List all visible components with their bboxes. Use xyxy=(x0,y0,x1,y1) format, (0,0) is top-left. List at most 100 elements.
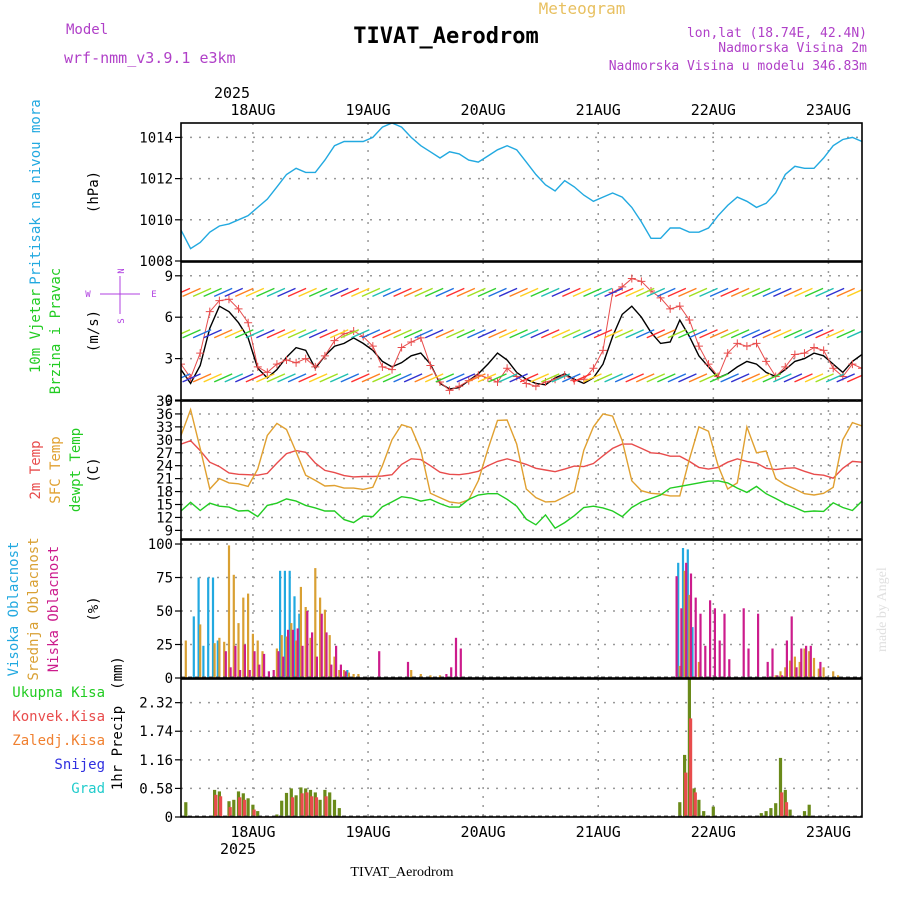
wind-arrow xyxy=(825,329,845,339)
wind-arrow xyxy=(266,373,286,383)
wind-arrow xyxy=(646,329,666,339)
gust-marker xyxy=(733,339,742,348)
wind-arrow xyxy=(583,373,602,383)
bar-srednja-oblacnost xyxy=(357,674,360,678)
bar-srednja-oblacnost xyxy=(822,667,825,678)
precip-legend-item: Ukupna Kisa xyxy=(12,685,105,701)
wind-arrow xyxy=(730,329,750,339)
bar-srednja-oblacnost xyxy=(309,637,312,678)
bar-niska-oblacnost xyxy=(291,629,294,678)
wind-arrow xyxy=(709,373,729,383)
series-line-2m-temp xyxy=(181,439,862,479)
bar-visoka-oblacnost xyxy=(288,570,291,678)
bar-konvek-kisa xyxy=(219,796,223,817)
wind-arrow xyxy=(540,373,560,383)
bar-ukupna-kisa xyxy=(184,802,188,817)
wind-arrow xyxy=(277,329,296,339)
bar-niska-oblacnost xyxy=(378,651,381,678)
wind-arrow xyxy=(319,287,338,297)
gust-marker xyxy=(618,282,627,291)
bar-srednja-oblacnost xyxy=(328,635,331,678)
panel-frame xyxy=(180,539,863,679)
y-axis-label: dewpt Temp xyxy=(68,428,84,512)
wind-arrow xyxy=(456,329,476,339)
bar-niska-oblacnost xyxy=(406,661,410,678)
wind-arrow xyxy=(319,329,338,339)
top-day-label: 19AUG xyxy=(345,101,390,119)
bar-visoka-oblacnost xyxy=(197,577,200,678)
wind-arrow xyxy=(182,329,201,339)
bar-visoka-oblacnost xyxy=(279,570,282,678)
wind-arrow xyxy=(192,287,212,297)
wind-arrow xyxy=(287,329,307,339)
wind-arrow xyxy=(635,329,655,339)
wind-arrow xyxy=(361,287,381,297)
wind-arrow xyxy=(203,287,222,297)
bar-konvek-kisa xyxy=(684,772,688,817)
bar-niska-oblacnost xyxy=(267,671,270,678)
gust-marker xyxy=(694,342,703,351)
wind-arrow xyxy=(593,287,613,297)
wind-arrow xyxy=(730,373,750,383)
bar-ukupna-kisa xyxy=(318,799,322,817)
y-tick-label: 1014 xyxy=(139,130,173,146)
bar-konvek-kisa xyxy=(300,793,304,817)
bar-niska-oblacnost xyxy=(234,645,237,678)
y-tick-label: 0 xyxy=(165,393,173,409)
wind-arrow xyxy=(308,373,328,383)
bar-konvek-kisa xyxy=(228,807,232,817)
lonlat-label: lon,lat (18.74E, 42.4N) xyxy=(687,26,867,41)
compass-icon: N S W E xyxy=(85,268,156,323)
gust-marker xyxy=(675,302,684,311)
bottom-day-label: 19AUG xyxy=(345,823,390,841)
bar-visoka-oblacnost xyxy=(298,613,301,678)
bar-niska-oblacnost xyxy=(239,670,242,678)
gust-marker xyxy=(819,346,828,355)
wind-arrow xyxy=(720,329,739,339)
bar-ukupna-kisa xyxy=(284,792,289,817)
wind-arrow xyxy=(773,373,792,383)
bar-konvek-kisa xyxy=(310,796,314,817)
wind-arrow xyxy=(340,373,360,383)
wind-arrow xyxy=(245,373,265,383)
wind-arrow xyxy=(667,373,687,383)
gust-marker xyxy=(589,364,598,373)
bar-niska-oblacnost xyxy=(713,608,716,678)
wind-arrow xyxy=(846,289,862,297)
wind-arrow xyxy=(815,373,834,383)
wind-arrow xyxy=(298,287,317,297)
wind-arrow xyxy=(730,287,750,297)
y-tick-label: 33 xyxy=(156,420,173,436)
wind-arrow xyxy=(382,373,402,383)
y-axis-label: SFC Temp xyxy=(48,436,64,503)
wind-arrow xyxy=(488,373,507,383)
bar-srednja-oblacnost xyxy=(343,670,346,678)
bar-srednja-oblacnost xyxy=(247,593,250,678)
wind-arrow xyxy=(667,287,687,297)
bar-srednja-oblacnost xyxy=(419,674,422,678)
wind-arrow xyxy=(393,373,412,383)
wind-arrow xyxy=(498,373,518,383)
bar-niska-oblacnost xyxy=(785,640,788,678)
y-tick-label: 9 xyxy=(165,269,173,285)
bar-srednja-oblacnost xyxy=(199,624,202,678)
wind-arrow xyxy=(846,330,862,339)
wind-arrow xyxy=(762,373,782,383)
wind-arrow xyxy=(308,329,328,339)
bar-srednja-oblacnost xyxy=(803,648,806,678)
bar-ukupna-kisa xyxy=(337,808,341,817)
wind-arrow xyxy=(372,373,391,383)
wind-arrow xyxy=(540,287,560,297)
wind-arrow xyxy=(414,329,433,339)
bar-visoka-oblacnost xyxy=(293,596,296,678)
bar-niska-oblacnost xyxy=(709,600,712,678)
y-tick-label: 2.32 xyxy=(139,696,173,712)
bar-niska-oblacnost xyxy=(229,667,232,678)
wind-arrow xyxy=(794,373,813,383)
svg-text:S: S xyxy=(117,318,127,323)
wind-arrow xyxy=(604,329,623,339)
bar-konvek-kisa xyxy=(252,809,256,817)
bar-ukupna-kisa xyxy=(678,802,682,817)
wind-arrow xyxy=(245,287,265,297)
